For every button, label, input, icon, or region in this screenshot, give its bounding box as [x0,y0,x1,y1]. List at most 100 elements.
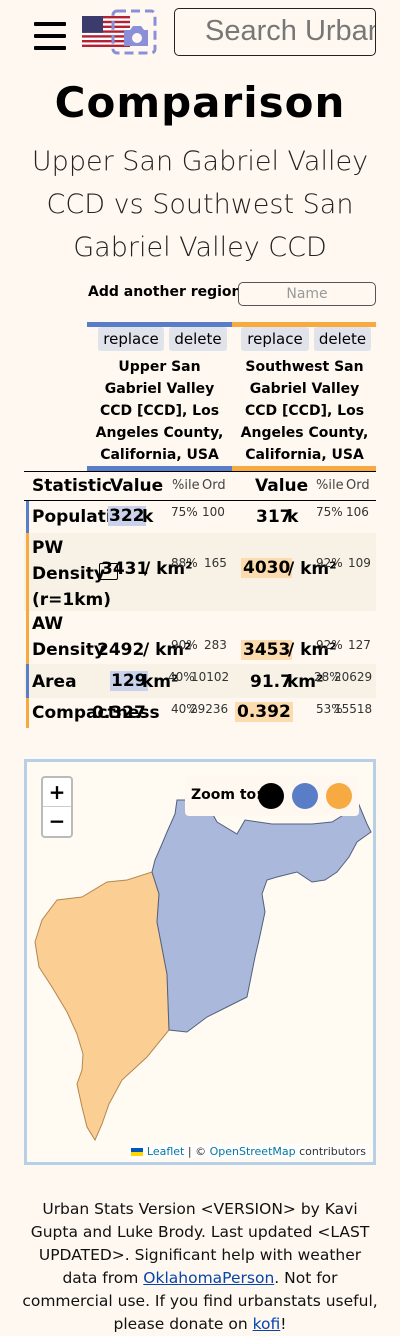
statistic-pw-density-line2[interactable]: Density [32,564,105,584]
openstreetmap-link[interactable]: OpenStreetMap [209,1145,296,1158]
statistic-aw-density-line2[interactable]: Density [32,640,105,660]
region1-area-value: 129 [110,671,148,691]
region2-population-unit: k [287,507,299,527]
region2-color-bar [232,322,376,327]
header-percentile-region2: %ile [316,478,344,493]
region1-aw-density-value: 2492 [97,640,145,660]
header-ordinal-region1: Ord [202,478,226,493]
region1-population-percentile: 75% [171,505,198,519]
region2-aw-density-value: 3453 [241,640,293,660]
region2-area-percentile: 28% [314,670,341,684]
region2-area-unit: km² [287,672,324,692]
region1-pw-density-unit: / km² [144,559,193,579]
region1-compactness-percentile: 40% [171,702,198,716]
zoom-to-region2-button[interactable] [326,783,352,809]
region2-color-bar-bottom [232,466,376,471]
region2-pw-density-value: 4030 [241,558,293,578]
region1-compactness-ordinal: 29236 [190,702,229,716]
region2-delete-button[interactable]: delete [314,327,371,351]
row-accent-bar [26,611,29,664]
region2-population-ordinal: 106 [346,505,369,519]
region1-name[interactable]: Upper San Gabriel Valley CCD [CCD], Los … [95,359,224,463]
statistic-aw-density-line1[interactable]: AW [32,614,64,634]
region1-color-bar [87,322,232,327]
expand-checkbox-icon[interactable] [99,563,118,580]
region1-population-ordinal: 100 [202,505,225,519]
row-accent-bar [26,698,29,728]
region2-population-value: 317 [256,507,292,527]
page-subtitle: Upper San Gabriel Valley CCD vs Southwes… [31,146,369,263]
region2-area-ordinal: 20629 [334,670,373,684]
region2-pw-density-ordinal: 109 [348,556,371,570]
search-input[interactable]: Search Urban [174,8,376,56]
ukraine-flag-icon [131,1148,144,1156]
region1-compactness-value: 0.327 [92,703,146,723]
region1-area-ordinal: 10102 [191,670,230,684]
statistic-pw-density-line1[interactable]: PW [32,538,64,558]
region2-aw-density-ordinal: 127 [348,638,371,652]
statistic-compactness[interactable]: Compactness [32,703,160,723]
add-region-input[interactable]: Name [238,282,376,306]
footer-text-3: ! [280,1315,287,1333]
table-row [24,611,376,664]
oklahomaperson-link[interactable]: OklahomaPerson [143,1269,275,1287]
attribution-separator: | © [184,1145,210,1158]
map-view[interactable]: + − Zoom to: Leaflet | © OpenStreetMap c… [24,759,376,1165]
statistic-pw-density-line3[interactable]: (r=1km) [32,590,112,610]
table-top-rule [24,471,376,472]
table-row [24,501,376,533]
map-zoom-controls: + − [41,776,73,838]
region2-replace-button[interactable]: replace [241,327,309,351]
zoom-to-panel: Zoom to: [185,776,359,816]
region2-pw-density-percentile: 92% [316,556,343,570]
region2-compactness-value: 0.392 [235,702,293,722]
region2-aw-density-unit: / km² [288,640,337,660]
row-accent-bar [26,501,29,533]
menu-hamburger-icon[interactable] [34,22,66,50]
attribution-contributors: contributors [295,1145,366,1158]
row-accent-bar [26,533,29,611]
region1-population-value: 322 [108,506,146,526]
map-attribution: Leaflet | © OpenStreetMap contributors [128,1144,369,1159]
region2-shape [34,871,170,1142]
region-shapes [34,799,372,1142]
header-percentile-region1: %ile [172,478,200,493]
footer-text-1: Urban Stats Version <VERSION> by Kavi Gu… [30,1200,370,1287]
satellite-view-icon[interactable] [110,8,158,56]
region1-population-unit: k [142,507,154,527]
table-row [24,698,376,728]
region2-compactness-ordinal: 15518 [334,702,373,716]
header-statistic: Statistic [32,476,112,496]
region1-pw-density-ordinal: 165 [204,556,227,570]
region2-name[interactable]: Southwest San Gabriel Valley CCD [CCD], … [240,359,369,463]
region1-aw-density-ordinal: 283 [204,638,227,652]
table-row [24,533,376,611]
region1-pw-density-value: 3431 [101,559,149,579]
zoom-in-button[interactable]: + [43,778,71,807]
region2-population-percentile: 75% [316,505,343,519]
region1-aw-density-unit: / km² [143,640,192,660]
region1-pw-density-percentile: 88% [171,556,198,570]
header-value-region2: Value [255,476,309,496]
kofi-link[interactable]: kofi [252,1315,281,1333]
region2-pw-density-unit: / km² [288,559,337,579]
table-header-rule [24,500,376,501]
header-ordinal-region2: Ord [346,478,370,493]
region2-area-value: 91.7 [250,672,292,692]
leaflet-link[interactable]: Leaflet [146,1145,185,1158]
region1-aw-density-percentile: 90% [171,638,198,652]
region1-area-percentile: 40% [168,670,195,684]
region1-replace-button[interactable]: replace [98,327,164,351]
zoom-to-region1-button[interactable] [292,783,318,809]
region1-area-unit: km² [142,672,179,692]
us-flag-icon[interactable] [82,16,130,47]
page-title: Comparison [54,78,346,127]
region1-color-bar-bottom [87,466,232,471]
zoom-out-button[interactable]: − [48,809,66,833]
zoom-to-all-button[interactable] [258,783,284,809]
region1-delete-button[interactable]: delete [169,327,227,351]
statistic-area[interactable]: Area [32,672,77,692]
row-accent-bar [26,664,29,698]
table-row [24,664,376,698]
region1-shape [151,799,372,1033]
